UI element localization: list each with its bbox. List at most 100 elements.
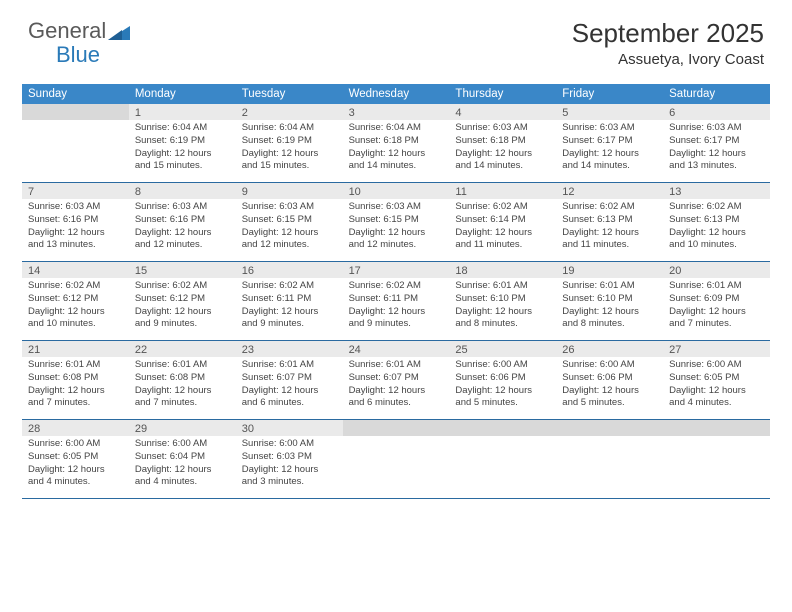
sunrise-text: Sunrise: 6:01 AM bbox=[349, 359, 444, 372]
day-cell: 11Sunrise: 6:02 AMSunset: 6:14 PMDayligh… bbox=[449, 183, 556, 261]
sunset-text: Sunset: 6:13 PM bbox=[669, 214, 764, 227]
day-number: 7 bbox=[22, 183, 129, 199]
day-details: Sunrise: 6:00 AMSunset: 6:05 PMDaylight:… bbox=[663, 359, 770, 410]
sunset-text: Sunset: 6:09 PM bbox=[669, 293, 764, 306]
day-cell: 30Sunrise: 6:00 AMSunset: 6:03 PMDayligh… bbox=[236, 420, 343, 498]
day-number: 21 bbox=[22, 341, 129, 357]
daylight-text: Daylight: 12 hours and 13 minutes. bbox=[28, 227, 123, 253]
day-number: 30 bbox=[236, 420, 343, 436]
daylight-text: Daylight: 12 hours and 4 minutes. bbox=[28, 464, 123, 490]
day-number: 18 bbox=[449, 262, 556, 278]
day-cell: 5Sunrise: 6:03 AMSunset: 6:17 PMDaylight… bbox=[556, 104, 663, 182]
sunrise-text: Sunrise: 6:02 AM bbox=[562, 201, 657, 214]
day-cell: 13 Sunrise: 6:02 AMSunset: 6:13 PMDayligh… bbox=[663, 183, 770, 261]
day-details: Sunrise: 6:01 AMSunset: 6:08 PMDaylight:… bbox=[129, 359, 236, 410]
day-number: 12 bbox=[556, 183, 663, 199]
day-details: Sunrise: 6:02 AMSunset: 6:13 PMDaylight:… bbox=[556, 201, 663, 252]
sunrise-text: Sunrise: 6:02 AM bbox=[242, 280, 337, 293]
sunrise-text: Sunrise: 6:01 AM bbox=[455, 280, 550, 293]
day-details: Sunrise: 6:02 AMSunset: 6:13 PMDaylight:… bbox=[663, 201, 770, 252]
week-row: 1Sunrise: 6:04 AMSunset: 6:19 PMDaylight… bbox=[22, 104, 770, 183]
location: Assuetya, Ivory Coast bbox=[572, 51, 764, 68]
daylight-text: Daylight: 12 hours and 13 minutes. bbox=[669, 148, 764, 174]
daylight-text: Daylight: 12 hours and 4 minutes. bbox=[669, 385, 764, 411]
daylight-text: Daylight: 12 hours and 6 minutes. bbox=[242, 385, 337, 411]
sunrise-text: Sunrise: 6:02 AM bbox=[669, 201, 764, 214]
sunrise-text: Sunrise: 6:02 AM bbox=[135, 280, 230, 293]
day-cell: 22 Sunrise: 6:01 AMSunset: 6:08 PMDayligh… bbox=[129, 341, 236, 419]
sunset-text: Sunset: 6:08 PM bbox=[135, 372, 230, 385]
sunrise-text: Sunrise: 6:04 AM bbox=[135, 122, 230, 135]
day-details: Sunrise: 6:01 AMSunset: 6:10 PMDaylight:… bbox=[449, 280, 556, 331]
sunrise-text: Sunrise: 6:02 AM bbox=[455, 201, 550, 214]
day-number: 22 bbox=[129, 341, 236, 357]
day-cell: 8Sunrise: 6:03 AMSunset: 6:16 PMDaylight… bbox=[129, 183, 236, 261]
month-title: September 2025 bbox=[572, 18, 764, 49]
sunrise-text: Sunrise: 6:01 AM bbox=[135, 359, 230, 372]
day-cell: 23Sunrise: 6:01 AMSunset: 6:07 PMDayligh… bbox=[236, 341, 343, 419]
sunrise-text: Sunrise: 6:04 AM bbox=[349, 122, 444, 135]
daylight-text: Daylight: 12 hours and 9 minutes. bbox=[135, 306, 230, 332]
day-details: Sunrise: 6:03 AMSunset: 6:18 PMDaylight:… bbox=[449, 122, 556, 173]
day-number: 3 bbox=[343, 104, 450, 120]
weekday-sun: Sunday bbox=[22, 84, 129, 104]
day-details: Sunrise: 6:01 AMSunset: 6:09 PMDaylight:… bbox=[663, 280, 770, 331]
weekday-wed: Wednesday bbox=[343, 84, 450, 104]
day-details: Sunrise: 6:03 AMSunset: 6:15 PMDaylight:… bbox=[343, 201, 450, 252]
daylight-text: Daylight: 12 hours and 7 minutes. bbox=[28, 385, 123, 411]
day-cell: 15Sunrise: 6:02 AMSunset: 6:12 PMDayligh… bbox=[129, 262, 236, 340]
sunrise-text: Sunrise: 6:00 AM bbox=[562, 359, 657, 372]
sunrise-text: Sunrise: 6:03 AM bbox=[455, 122, 550, 135]
day-cell: 24Sunrise: 6:01 AMSunset: 6:07 PMDayligh… bbox=[343, 341, 450, 419]
day-cell: 28 Sunrise: 6:00 AMSunset: 6:05 PMDayligh… bbox=[22, 420, 129, 498]
day-details: Sunrise: 6:03 AMSunset: 6:16 PMDaylight:… bbox=[22, 201, 129, 252]
sunrise-text: Sunrise: 6:00 AM bbox=[669, 359, 764, 372]
day-details: Sunrise: 6:03 AMSunset: 6:15 PMDaylight:… bbox=[236, 201, 343, 252]
weekday-thu: Thursday bbox=[449, 84, 556, 104]
day-number: 1 bbox=[129, 104, 236, 120]
sunset-text: Sunset: 6:18 PM bbox=[349, 135, 444, 148]
sunrise-text: Sunrise: 6:01 AM bbox=[562, 280, 657, 293]
sunrise-text: Sunrise: 6:02 AM bbox=[28, 280, 123, 293]
weekday-fri: Friday bbox=[556, 84, 663, 104]
sunset-text: Sunset: 6:18 PM bbox=[455, 135, 550, 148]
day-cell: 27Sunrise: 6:00 AMSunset: 6:05 PMDayligh… bbox=[663, 341, 770, 419]
day-details: Sunrise: 6:00 AMSunset: 6:06 PMDaylight:… bbox=[449, 359, 556, 410]
sunrise-text: Sunrise: 6:01 AM bbox=[669, 280, 764, 293]
day-number: 28 bbox=[22, 420, 129, 436]
daylight-text: Daylight: 12 hours and 7 minutes. bbox=[669, 306, 764, 332]
daylight-text: Daylight: 12 hours and 7 minutes. bbox=[135, 385, 230, 411]
sunrise-text: Sunrise: 6:03 AM bbox=[562, 122, 657, 135]
week-row: 21Sunrise: 6:01 AMSunset: 6:08 PMDayligh… bbox=[22, 341, 770, 420]
day-cell bbox=[343, 420, 450, 498]
day-number: 13 bbox=[663, 183, 770, 199]
daylight-text: Daylight: 12 hours and 12 minutes. bbox=[242, 227, 337, 253]
sunset-text: Sunset: 6:05 PM bbox=[669, 372, 764, 385]
day-cell: 2Sunrise: 6:04 AMSunset: 6:19 PMDaylight… bbox=[236, 104, 343, 182]
day-cell bbox=[449, 420, 556, 498]
day-number: 15 bbox=[129, 262, 236, 278]
day-number: 6 bbox=[663, 104, 770, 120]
day-details: Sunrise: 6:00 AMSunset: 6:06 PMDaylight:… bbox=[556, 359, 663, 410]
sunrise-text: Sunrise: 6:00 AM bbox=[28, 438, 123, 451]
sunset-text: Sunset: 6:14 PM bbox=[455, 214, 550, 227]
day-details: Sunrise: 6:00 AMSunset: 6:05 PMDaylight:… bbox=[22, 438, 129, 489]
daylight-text: Daylight: 12 hours and 12 minutes. bbox=[135, 227, 230, 253]
day-number bbox=[449, 420, 556, 436]
day-number bbox=[22, 104, 129, 120]
daylight-text: Daylight: 12 hours and 14 minutes. bbox=[349, 148, 444, 174]
day-number bbox=[343, 420, 450, 436]
daylight-text: Daylight: 12 hours and 3 minutes. bbox=[242, 464, 337, 490]
daylight-text: Daylight: 12 hours and 12 minutes. bbox=[349, 227, 444, 253]
day-cell: 19Sunrise: 6:01 AMSunset: 6:10 PMDayligh… bbox=[556, 262, 663, 340]
sunset-text: Sunset: 6:16 PM bbox=[28, 214, 123, 227]
day-cell: 4Sunrise: 6:03 AMSunset: 6:18 PMDaylight… bbox=[449, 104, 556, 182]
day-cell: 9Sunrise: 6:03 AMSunset: 6:15 PMDaylight… bbox=[236, 183, 343, 261]
sunset-text: Sunset: 6:06 PM bbox=[455, 372, 550, 385]
sunset-text: Sunset: 6:16 PM bbox=[135, 214, 230, 227]
day-details: Sunrise: 6:04 AMSunset: 6:19 PMDaylight:… bbox=[236, 122, 343, 173]
day-number bbox=[663, 420, 770, 436]
day-details: Sunrise: 6:02 AMSunset: 6:11 PMDaylight:… bbox=[343, 280, 450, 331]
daylight-text: Daylight: 12 hours and 8 minutes. bbox=[562, 306, 657, 332]
sunrise-text: Sunrise: 6:03 AM bbox=[242, 201, 337, 214]
